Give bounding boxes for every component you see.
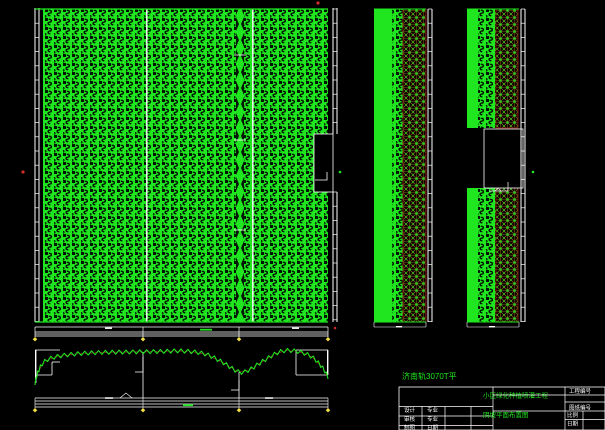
svg-text:日期: 日期 xyxy=(567,421,579,428)
svg-text:设计: 设计 xyxy=(404,406,416,414)
svg-text:专业: 专业 xyxy=(427,406,439,414)
svg-text:制图: 制图 xyxy=(404,424,416,430)
svg-text:专业: 专业 xyxy=(427,415,439,423)
svg-text:日期: 日期 xyxy=(427,425,439,430)
svg-text:审核: 审核 xyxy=(404,415,416,423)
svg-text:比例: 比例 xyxy=(567,411,579,419)
svg-text:图纸编号: 图纸编号 xyxy=(569,404,592,412)
svg-text:工程编号: 工程编号 xyxy=(569,387,592,395)
svg-text:济南轨3070T平: 济南轨3070T平 xyxy=(402,371,457,381)
